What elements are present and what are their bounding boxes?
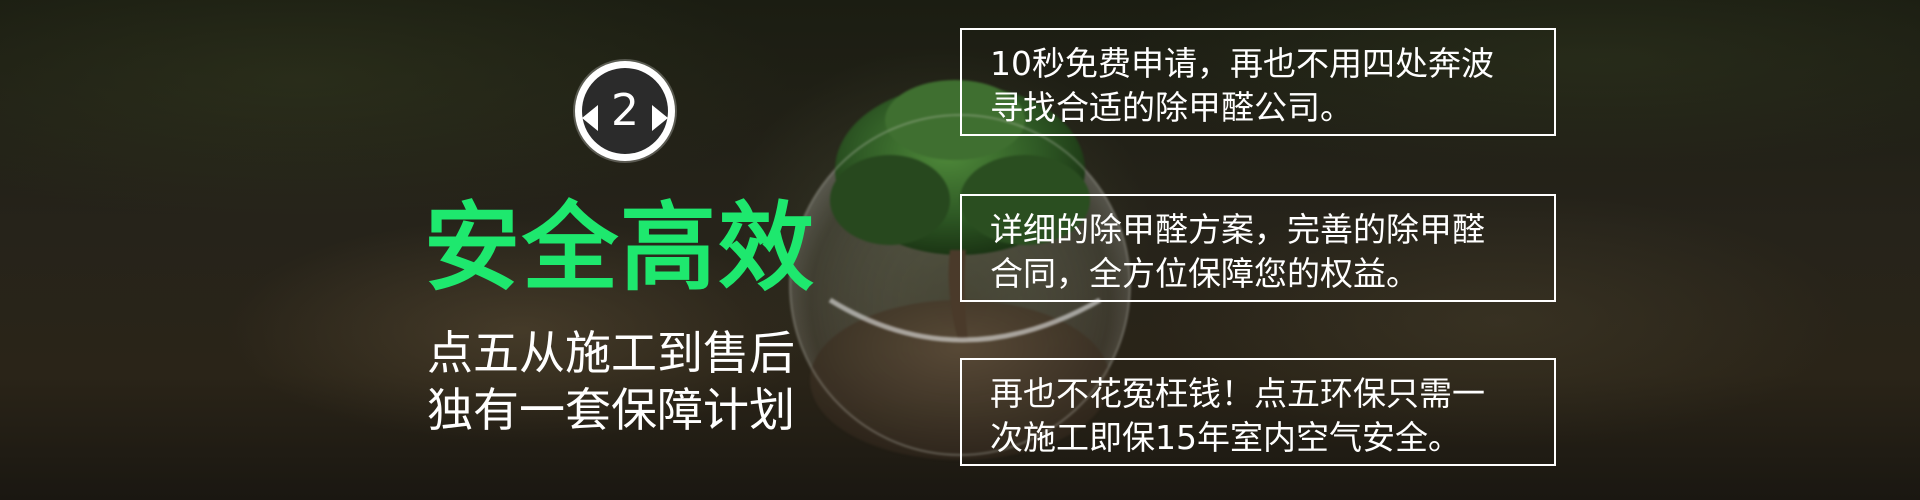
feature-card-2-line-2: 合同，全方位保障您的权益。 bbox=[990, 254, 1419, 293]
feature-card-2: 详细的除甲醛方案，完善的除甲醛 合同，全方位保障您的权益。 bbox=[960, 194, 1556, 302]
chevron-right-icon bbox=[652, 105, 668, 131]
step-number: 2 bbox=[611, 85, 639, 136]
feature-card-1-line-1: 10秒免费申请，再也不用四处奔波 bbox=[990, 44, 1494, 83]
headline: 安全高效 bbox=[424, 192, 816, 304]
subheadline-line-2: 独有一套保障计划 bbox=[427, 383, 795, 437]
step-number-circle: 2 bbox=[582, 68, 668, 154]
chevron-left-icon bbox=[582, 105, 598, 131]
feature-card-2-line-1: 详细的除甲醛方案，完善的除甲醛 bbox=[990, 210, 1485, 249]
tree-globe-image bbox=[789, 80, 1131, 460]
feature-card-3-line-2: 次施工即保15年室内空气安全。 bbox=[990, 418, 1461, 457]
feature-card-3: 再也不花冤枉钱！点五环保只需一 次施工即保15年室内空气安全。 bbox=[960, 358, 1556, 466]
step-number-badge: 2 bbox=[575, 61, 675, 161]
feature-card-1: 10秒免费申请，再也不用四处奔波 寻找合适的除甲醛公司。 bbox=[960, 28, 1556, 136]
subheadline-line-1: 点五从施工到售后 bbox=[427, 326, 795, 380]
feature-card-1-line-2: 寻找合适的除甲醛公司。 bbox=[990, 88, 1353, 127]
feature-card-3-line-1: 再也不花冤枉钱！点五环保只需一 bbox=[990, 374, 1485, 413]
